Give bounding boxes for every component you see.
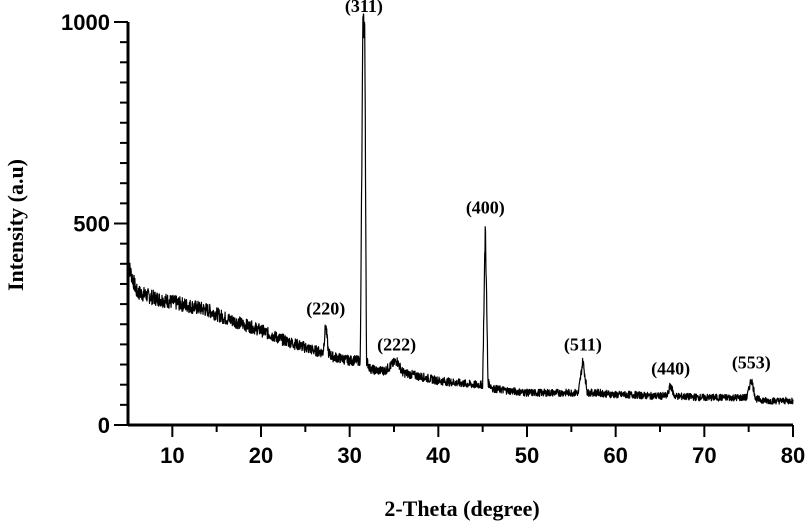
x-tick-label: 10 — [160, 443, 184, 468]
y-tick-label: 0 — [98, 413, 110, 438]
x-axis-title: 2-Theta (degree) — [384, 496, 539, 521]
y-tick-label: 500 — [73, 212, 110, 237]
peak-annotations: (220) (311) (222) (400) (511) (440) (553) — [306, 0, 771, 380]
x-tick-label: 50 — [515, 443, 539, 468]
peak-label: (440) — [651, 359, 690, 380]
plot-area — [127, 13, 794, 405]
x-tick-label: 20 — [249, 443, 273, 468]
peak-label: (220) — [306, 298, 345, 319]
y-axis: 0 500 1000 — [61, 10, 130, 438]
peak-label: (311) — [345, 0, 383, 17]
x-tick-label: 60 — [603, 443, 627, 468]
peak-label: (222) — [377, 335, 416, 356]
xrd-series-line — [127, 13, 794, 405]
peak-label: (511) — [564, 335, 602, 356]
y-tick-label: 1000 — [61, 10, 110, 35]
y-axis-title: Intensity (a.u) — [3, 159, 28, 291]
peak-label: (553) — [732, 353, 771, 374]
x-tick-label: 80 — [781, 443, 805, 468]
x-tick-label: 70 — [692, 443, 716, 468]
peak-label: (400) — [466, 198, 505, 219]
x-tick-label: 40 — [426, 443, 450, 468]
x-tick-label: 30 — [337, 443, 361, 468]
x-axis: 10 20 30 40 50 60 70 80 — [128, 423, 805, 468]
